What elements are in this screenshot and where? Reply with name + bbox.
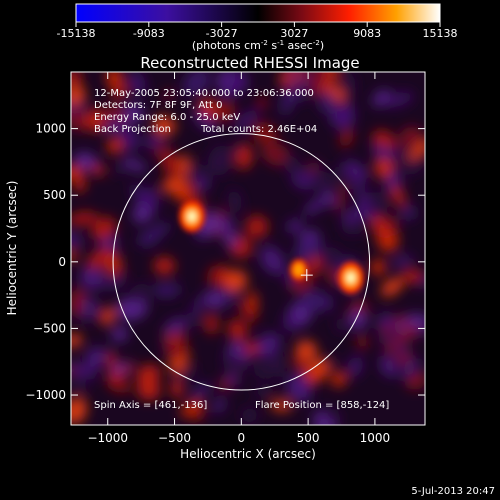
annotation-method: Back Projection — [94, 124, 171, 135]
x-tick-label: 1000 — [360, 431, 391, 445]
map-center-marker — [300, 269, 313, 282]
colorbar-tick-label: -9083 — [133, 27, 165, 40]
x-axis-ticks: −1000 −500 0 500 1000 — [87, 72, 390, 445]
x-tick-label: −500 — [158, 431, 191, 445]
source-peak — [346, 272, 355, 283]
annotation-detectors: Detectors: 7F 8F 9F, Att 0 — [94, 100, 222, 111]
plot-frame — [70, 71, 426, 426]
colorbar-ticks: -15138 -9083 -3027 3027 9083 15138 — [57, 22, 458, 40]
annotation-spin-axis: Spin Axis = [461,-136] — [94, 400, 207, 411]
chart-title: Reconstructed RHESSI Image — [140, 54, 359, 72]
annotation-total-counts: Total counts: 2.46E+04 — [200, 124, 317, 135]
source-peak — [187, 211, 196, 222]
source-core — [293, 263, 304, 277]
y-axis-ticks: −1000 −500 0 500 1000 — [25, 122, 425, 402]
colorbar-tick-label: -3027 — [206, 27, 238, 40]
x-axis-label: Heliocentric X (arcsec) — [180, 447, 316, 461]
x-tick-label: 0 — [238, 431, 246, 445]
y-tick-label: −500 — [33, 321, 66, 335]
annotation-energy-range: Energy Range: 6.0 - 25.0 keV — [94, 112, 240, 123]
solar-limb-circle — [112, 133, 371, 391]
colorbar-tick-label: 9083 — [353, 27, 381, 40]
y-tick-label: 500 — [43, 188, 66, 202]
colorbar-unit: (photons cm-2 s-1 asec-2) — [192, 39, 324, 52]
annotation-flare-position: Flare Position = [858,-124] — [255, 400, 389, 411]
colorbar-tick-label: 3027 — [280, 27, 308, 40]
x-tick-label: 500 — [297, 431, 320, 445]
y-tick-label: −1000 — [25, 388, 66, 402]
observation-annotations: 12-May-2005 23:05:40.000 to 23:06:36.000… — [94, 88, 389, 411]
colorbar-tick-label: -15138 — [57, 27, 96, 40]
footer-date: 5-Jul-2013 20:47 — [411, 486, 495, 497]
colorbar-gradient — [75, 3, 441, 23]
y-tick-label: 0 — [58, 255, 66, 269]
image-map — [71, 72, 425, 425]
annotation-time-range: 12-May-2005 23:05:40.000 to 23:06:36.000 — [94, 88, 314, 99]
colorbar-tick-label: 15138 — [423, 27, 458, 40]
y-axis-label: Heliocentric Y (arcsec) — [5, 181, 19, 316]
colorbar: -15138 -9083 -3027 3027 9083 15138 (photons c… — [57, 3, 458, 52]
x-tick-label: −1000 — [87, 431, 128, 445]
y-tick-label: 1000 — [35, 122, 66, 136]
